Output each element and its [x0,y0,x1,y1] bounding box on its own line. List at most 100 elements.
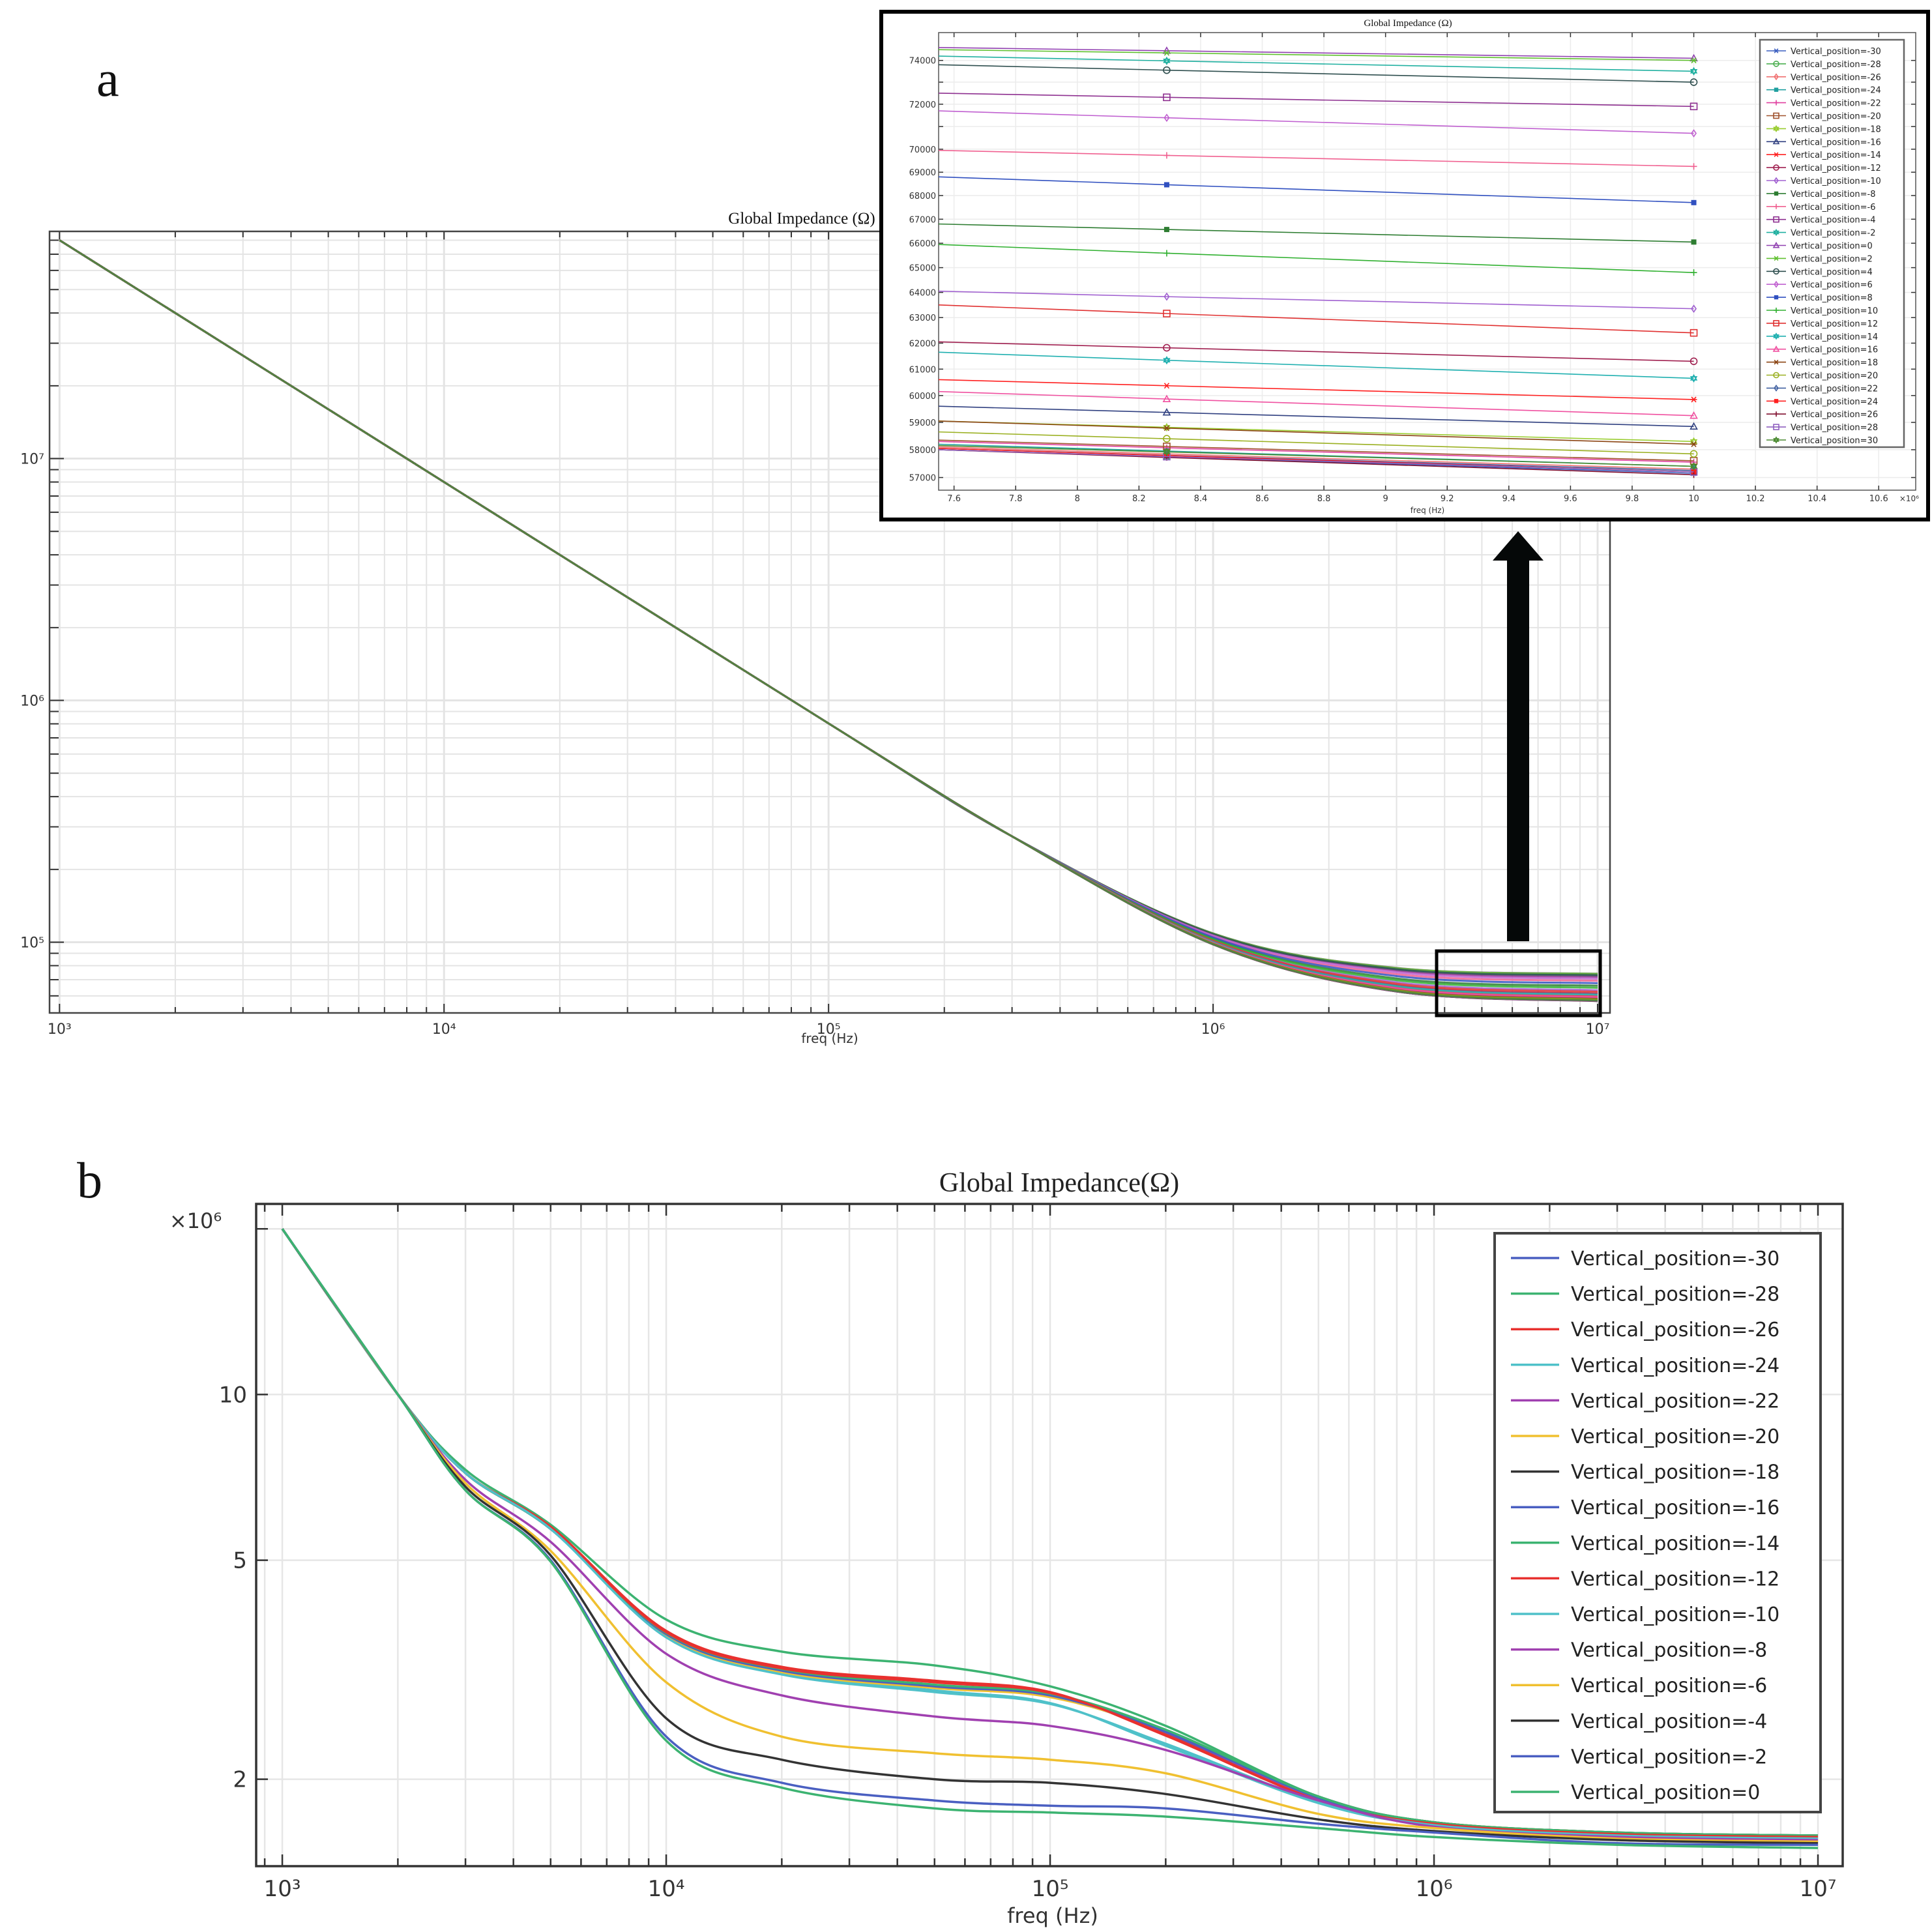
legend-label: Vertical_position=20 [1791,372,1878,381]
diamond-mark [1691,129,1697,138]
legend-item: Vertical_position=-30 [1766,47,1881,57]
marker-asterisk-icon [1163,383,1170,389]
marker-square-icon [1690,329,1698,337]
legend-label: Vertical_position=26 [1791,410,1878,420]
filled-square-mark [1774,399,1779,403]
plus-mark [1163,250,1170,257]
circle-mark [1690,78,1698,86]
marker-circle-icon [1163,66,1171,74]
hexagram-mark [1690,461,1698,469]
legend-label: Vertical_position=-26 [1571,1319,1779,1341]
marker-hexagram-icon [1163,447,1171,456]
series-line [938,93,1694,108]
square-mark [1773,424,1779,430]
x-tick-label: 8 [1075,494,1080,504]
marker-diamond-icon [1774,177,1779,184]
x-tick-label: 8.6 [1255,494,1269,504]
legend-item: Vertical_position=22 [1766,384,1878,394]
triangle-mark [1162,394,1171,402]
marker-plus-icon [1690,269,1697,276]
x-tick-label: 10⁴ [648,1876,685,1902]
legend-item: Vertical_position=-8 [1766,190,1876,199]
legend-item: Vertical_position=-10 [1511,1603,1779,1626]
diamond-mark [1774,280,1779,288]
zoom-region-box [1435,949,1602,1017]
x-tick-label: 10⁴ [432,1021,456,1038]
marker-hexagram-icon [1163,56,1171,65]
y-tick-label: 2 [233,1767,247,1793]
legend-label: Vertical_position=14 [1791,332,1878,342]
legend-item: Vertical_position=8 [1766,293,1873,303]
hexagram-mark [1773,334,1779,340]
diamond-mark [1774,385,1779,392]
marker-asterisk-icon [1774,256,1779,261]
legend-item: Vertical_position=-4 [1511,1710,1767,1733]
marker-circle-icon [1773,372,1779,379]
diamond-mark [1774,177,1779,184]
y-tick-label: 72000 [909,100,936,110]
series-line [281,1228,1819,1840]
chart-title: Global Impedance(Ω) [939,1168,1179,1198]
marker-square-icon [1773,216,1779,223]
marker-diamond-icon [1164,113,1170,123]
marker-diamond-icon [1691,304,1697,314]
filled-square-mark [1164,227,1169,233]
panel-a-label: a [96,50,119,107]
series-line [938,47,1694,59]
circle-mark [1773,372,1779,379]
legend-label: Vertical_position=10 [1791,306,1878,316]
legend-item: Vertical_position=-30 [1511,1248,1779,1270]
legend-label: Vertical_position=22 [1791,384,1878,394]
filled-square-mark [1691,239,1697,245]
x-tick-label: 10.2 [1746,494,1765,504]
marker-filled-square-icon [1774,399,1779,403]
circle-mark [1773,61,1779,67]
legend-item: Vertical_position=2 [1766,254,1873,264]
filled-square-mark [1774,87,1779,92]
legend-item: Vertical_position=18 [1766,359,1878,368]
triangle-mark [1772,138,1780,145]
marker-asterisk-icon [1163,425,1170,432]
marker-asterisk-icon [1774,48,1779,53]
marker-circle-icon [1690,450,1698,458]
legend-item: Vertical_position=-22 [1511,1390,1779,1412]
filled-square-mark [1691,199,1697,205]
legend-item: Vertical_position=-2 [1766,229,1876,239]
marker-asterisk-icon [1690,441,1697,448]
marker-circle-icon [1163,435,1171,443]
marker-circle-icon [1690,357,1698,366]
x-tick-label: 8.8 [1317,494,1331,504]
y-tick-label: 74000 [909,57,936,66]
plus-mark [1690,163,1697,170]
legend-label: Vertical_position=-6 [1791,203,1876,212]
y-tick-label: 69000 [909,168,936,178]
marker-circle-icon [1773,61,1779,67]
marker-filled-square-icon [1164,182,1169,188]
asterisk-mark [1163,50,1170,56]
square-mark [1773,216,1779,223]
diamond-mark [1774,73,1779,81]
legend-item: Vertical_position=0 [1766,242,1873,252]
legend: Vertical_position=-30 Vertical_position=-… [1759,38,1905,448]
marker-square-icon [1690,102,1698,111]
x-tick-label: 10.6 [1869,494,1888,504]
legend-label: Vertical_position=18 [1791,359,1878,368]
legend-label: Vertical_position=12 [1791,319,1878,329]
x-tick-label: 9 [1383,494,1388,504]
legend-label: Vertical_position=-28 [1791,60,1881,70]
circle-mark [1773,164,1779,171]
legend-label: Vertical_position=8 [1791,293,1873,303]
legend-item: Vertical_position=-26 [1766,73,1881,83]
hexagram-mark [1690,464,1698,471]
legend-item: Vertical_position=-28 [1511,1283,1779,1306]
asterisk-mark [1774,48,1779,53]
hexagram-mark [1163,447,1171,454]
marker-triangle-icon [1772,138,1780,145]
series-line [938,439,1694,461]
y-tick-label: 62000 [909,339,936,349]
marker-square-icon [1163,310,1171,317]
legend-item: Vertical_position=-26 [1511,1319,1779,1341]
series-line [938,64,1694,83]
x-tick-label: 7.6 [947,494,961,504]
